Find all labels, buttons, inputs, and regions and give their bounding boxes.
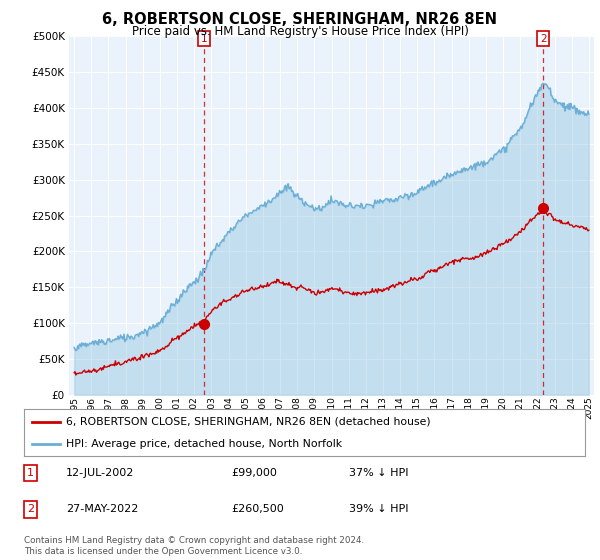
Text: 27-MAY-2022: 27-MAY-2022 [66, 505, 139, 515]
Text: 39% ↓ HPI: 39% ↓ HPI [349, 505, 409, 515]
Text: 1: 1 [200, 34, 207, 44]
Text: 37% ↓ HPI: 37% ↓ HPI [349, 468, 409, 478]
Text: £260,500: £260,500 [232, 505, 284, 515]
Text: Contains HM Land Registry data © Crown copyright and database right 2024.
This d: Contains HM Land Registry data © Crown c… [24, 536, 364, 556]
Text: 6, ROBERTSON CLOSE, SHERINGHAM, NR26 8EN (detached house): 6, ROBERTSON CLOSE, SHERINGHAM, NR26 8EN… [66, 417, 431, 427]
Text: 2: 2 [27, 505, 34, 515]
Text: £99,000: £99,000 [232, 468, 277, 478]
Text: Price paid vs. HM Land Registry's House Price Index (HPI): Price paid vs. HM Land Registry's House … [131, 25, 469, 38]
Text: 6, ROBERTSON CLOSE, SHERINGHAM, NR26 8EN: 6, ROBERTSON CLOSE, SHERINGHAM, NR26 8EN [103, 12, 497, 27]
Text: 2: 2 [540, 34, 547, 44]
Text: HPI: Average price, detached house, North Norfolk: HPI: Average price, detached house, Nort… [66, 438, 342, 449]
Text: 1: 1 [27, 468, 34, 478]
Text: 12-JUL-2002: 12-JUL-2002 [66, 468, 134, 478]
